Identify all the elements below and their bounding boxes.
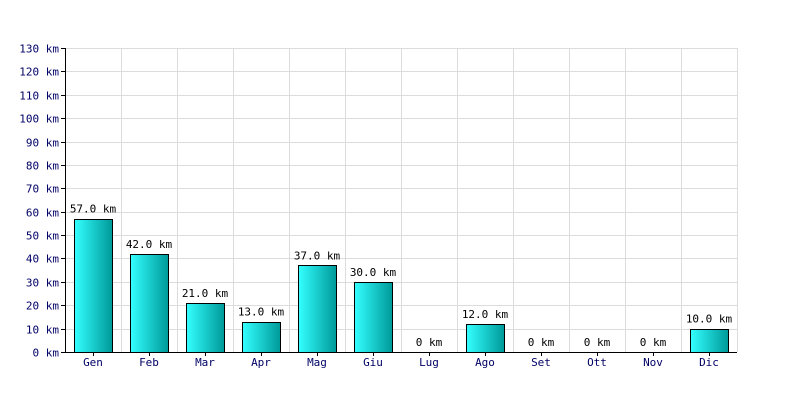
y-tick-label: 50 km [26, 230, 59, 243]
axes [61, 48, 737, 356]
data-label-lug: 0 km [416, 336, 443, 349]
bar-apr [242, 322, 281, 353]
grid-lines [65, 48, 738, 352]
bars [74, 219, 729, 353]
y-tick-label: 10 km [26, 324, 59, 337]
x-category-label-gen: Gen [83, 356, 103, 369]
x-category-label-ott: Ott [587, 356, 607, 369]
y-tick-label: 100 km [19, 113, 59, 126]
x-category-label-mag: Mag [307, 356, 327, 369]
y-tick-label: 70 km [26, 183, 59, 196]
data-label-set: 0 km [528, 336, 555, 349]
data-label-nov: 0 km [640, 336, 667, 349]
y-tick-label: 90 km [26, 137, 59, 150]
data-labels: 57.0 km 42.0 km 21.0 km 13.0 km 37.0 km 30.0 … [70, 203, 733, 349]
bar-gen [74, 219, 113, 353]
data-label-mag: 37.0 km [294, 249, 341, 262]
data-label-ago: 12.0 km [462, 308, 509, 321]
y-tick-label: 110 km [19, 90, 59, 103]
y-tick-label: 0 km [33, 347, 60, 360]
y-tick-label: 120 km [19, 66, 59, 79]
y-tick-label: 80 km [26, 160, 59, 173]
bar-giu [354, 282, 393, 353]
x-category-label-dic: Dic [699, 356, 719, 369]
y-tick-label: 40 km [26, 253, 59, 266]
data-label-giu: 30.0 km [350, 266, 397, 279]
x-category-labels: Gen Feb Mar Apr Mag Giu Lug Ago Set Ott Nov Dic [83, 356, 719, 369]
data-label-apr: 13.0 km [238, 306, 285, 319]
x-category-label-feb: Feb [139, 356, 159, 369]
bar-feb [130, 254, 169, 353]
x-category-label-set: Set [531, 356, 551, 369]
data-label-feb: 42.0 km [126, 238, 173, 251]
bar-ago [466, 324, 505, 353]
y-tick-label: 60 km [26, 207, 59, 220]
y-tick-label: 30 km [26, 277, 59, 290]
data-label-ott: 0 km [584, 336, 611, 349]
x-category-label-lug: Lug [419, 356, 439, 369]
y-tick-label: 20 km [26, 300, 59, 313]
data-label-dic: 10.0 km [686, 313, 733, 326]
data-label-mar: 21.0 km [182, 287, 229, 300]
x-category-label-apr: Apr [251, 356, 271, 369]
bar-mag [298, 265, 337, 353]
x-category-label-mar: Mar [195, 356, 215, 369]
y-tick-label: 130 km [19, 43, 59, 56]
x-category-label-nov: Nov [643, 356, 663, 369]
x-category-label-giu: Giu [363, 356, 383, 369]
y-tick-labels: 0 km 10 km 20 km 30 km 40 km 50 km 60 km 70 km 8… [19, 43, 59, 360]
data-label-gen: 57.0 km [70, 203, 117, 216]
bar-mar [186, 303, 225, 353]
bar-dic [690, 329, 729, 353]
x-category-label-ago: Ago [475, 356, 495, 369]
